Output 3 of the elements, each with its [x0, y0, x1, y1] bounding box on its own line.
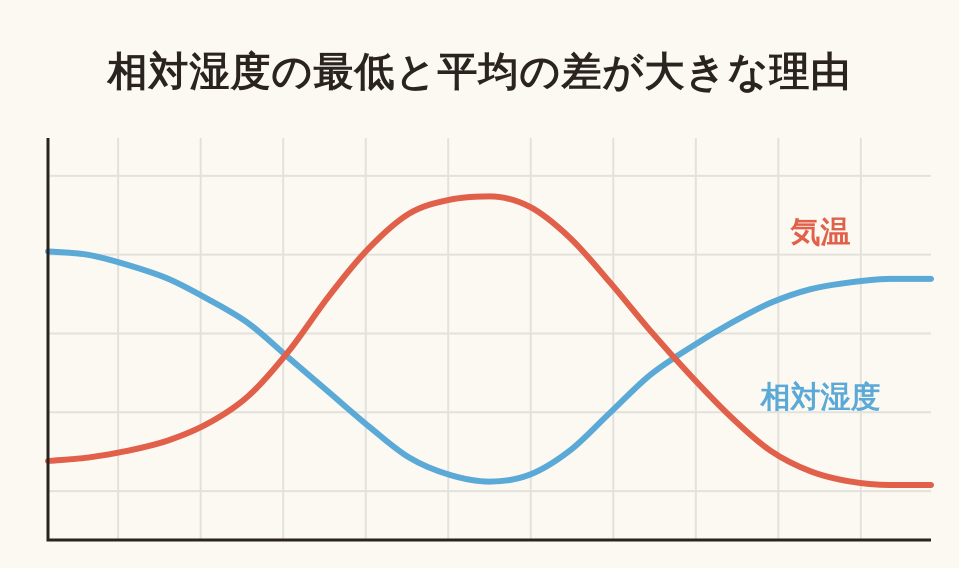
chart-title: 相対湿度の最低と平均の差が大きな理由 — [106, 48, 852, 97]
text: 相対湿度 — [760, 380, 881, 415]
text: 気温 — [790, 214, 851, 250]
